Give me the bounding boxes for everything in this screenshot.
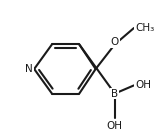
Text: OH: OH — [135, 80, 151, 90]
Text: OH: OH — [107, 121, 123, 131]
Text: O: O — [111, 37, 119, 47]
Text: N: N — [25, 64, 33, 74]
Text: B: B — [111, 89, 118, 99]
Text: CH₃: CH₃ — [135, 23, 154, 33]
